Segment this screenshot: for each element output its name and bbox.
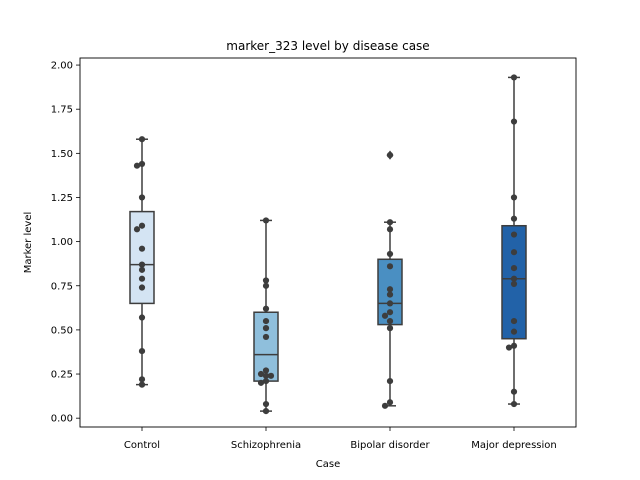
data-point <box>381 402 389 409</box>
swarm-group <box>505 74 518 408</box>
data-point <box>262 305 270 312</box>
data-point <box>138 222 146 229</box>
data-point <box>510 388 518 395</box>
data-point <box>138 160 146 168</box>
data-point <box>386 263 394 270</box>
box-group <box>377 150 403 407</box>
data-point <box>138 347 146 355</box>
swarm-group <box>133 136 146 388</box>
data-point <box>262 367 270 374</box>
chart-title: marker_323 level by disease case <box>226 39 429 53</box>
data-point <box>510 118 518 125</box>
data-point <box>267 372 275 379</box>
data-point <box>257 379 265 386</box>
data-point <box>505 344 513 351</box>
x-tick-label: Bipolar disorder <box>350 440 430 451</box>
data-point <box>262 400 270 408</box>
y-tick-label: 0.00 <box>51 414 73 425</box>
data-point <box>138 194 146 201</box>
data-point <box>386 152 394 159</box>
data-point <box>386 325 394 332</box>
data-point <box>138 314 146 321</box>
x-axis-title: Case <box>316 459 340 470</box>
data-point <box>138 266 146 273</box>
data-point <box>138 275 146 282</box>
y-tick-label: 1.75 <box>51 105 73 116</box>
y-tick-label: 1.50 <box>51 149 73 160</box>
data-point <box>510 280 518 288</box>
data-point <box>386 219 394 226</box>
x-tick-label: Control <box>124 440 160 451</box>
data-point <box>262 277 270 284</box>
y-tick-label: 0.25 <box>51 370 73 381</box>
data-point <box>386 317 394 325</box>
data-point <box>510 249 518 256</box>
swarm-group <box>381 152 394 409</box>
data-point <box>133 162 141 169</box>
data-point <box>386 399 394 406</box>
data-point <box>510 231 518 238</box>
data-point <box>138 284 146 291</box>
y-axis: 0.00 0.25 0.50 0.75 1.00 1.25 1.50 1.75 2.00 <box>51 61 80 425</box>
data-point <box>262 408 270 415</box>
data-point <box>510 74 518 81</box>
data-point <box>386 377 394 385</box>
x-tick-label: Major depression <box>471 440 557 451</box>
data-point <box>510 400 518 408</box>
data-point <box>257 370 265 378</box>
data-point <box>510 317 518 325</box>
plot-area <box>129 74 527 415</box>
box-group <box>501 76 527 405</box>
data-point <box>386 309 394 316</box>
data-point <box>138 245 146 252</box>
data-point <box>262 333 270 341</box>
data-point <box>386 286 394 293</box>
y-tick-label: 0.75 <box>51 281 73 292</box>
swarm-group <box>257 217 275 415</box>
data-point <box>510 275 518 282</box>
data-point <box>386 291 394 298</box>
x-axis: Control Schizophrenia Bipolar disorder Majo… <box>124 427 557 451</box>
data-point <box>262 372 270 379</box>
y-tick-label: 1.25 <box>51 193 73 204</box>
data-point <box>510 215 518 222</box>
data-point <box>510 328 518 335</box>
data-point <box>262 325 270 332</box>
data-point <box>510 265 518 272</box>
data-point <box>138 261 146 268</box>
plot-frame <box>79 57 577 428</box>
data-point <box>262 317 270 325</box>
data-point <box>510 342 518 349</box>
data-point <box>262 282 270 289</box>
x-tick-label: Schizophrenia <box>231 440 301 451</box>
y-tick-label: 1.00 <box>51 237 73 248</box>
y-axis-title: Marker level <box>23 212 34 274</box>
y-tick-label: 0.50 <box>51 325 73 336</box>
data-point <box>386 226 394 233</box>
data-point <box>386 250 394 258</box>
data-point <box>386 300 394 307</box>
data-point <box>133 226 141 233</box>
data-point <box>138 136 146 143</box>
data-point <box>381 312 389 319</box>
data-point <box>138 376 146 383</box>
data-point <box>262 217 270 224</box>
data-point <box>138 381 146 388</box>
data-point <box>262 377 270 385</box>
data-point <box>510 194 518 201</box>
y-tick-label: 2.00 <box>51 61 73 72</box>
